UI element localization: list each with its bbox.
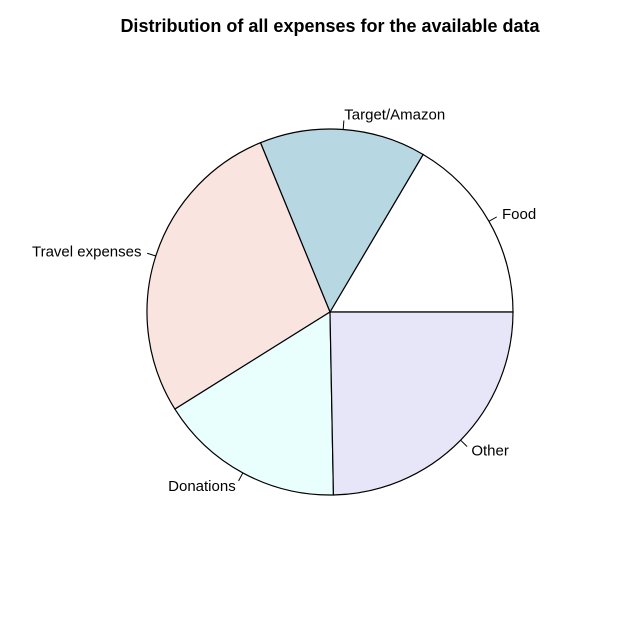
slice-label-donations: Donations (168, 478, 236, 495)
pie-slices (146, 128, 514, 496)
pie-slice-travel-expenses (146, 141, 331, 410)
slice-label-other: Other (471, 443, 509, 460)
leader-line-donations (238, 472, 244, 482)
pie-labels: Food Target/Amazon Travel expenses Donation… (32, 107, 536, 496)
leader-line-other (460, 439, 468, 447)
leader-line-travel-expenses (147, 252, 156, 257)
leader-line-food (488, 216, 498, 222)
pie-slice-target-amazon (259, 128, 424, 314)
pie-slice-other (329, 311, 514, 496)
pie-slice-food (328, 153, 514, 313)
slice-label-target-amazon: Target/Amazon (344, 107, 445, 124)
chart-title: Distribution of all expenses for the ava… (120, 16, 540, 36)
slice-label-food: Food (502, 206, 536, 223)
pie-slice-donations (174, 310, 335, 496)
slice-label-travel-expenses: Travel expenses (32, 243, 142, 260)
leader-line-target-amazon (342, 120, 345, 130)
